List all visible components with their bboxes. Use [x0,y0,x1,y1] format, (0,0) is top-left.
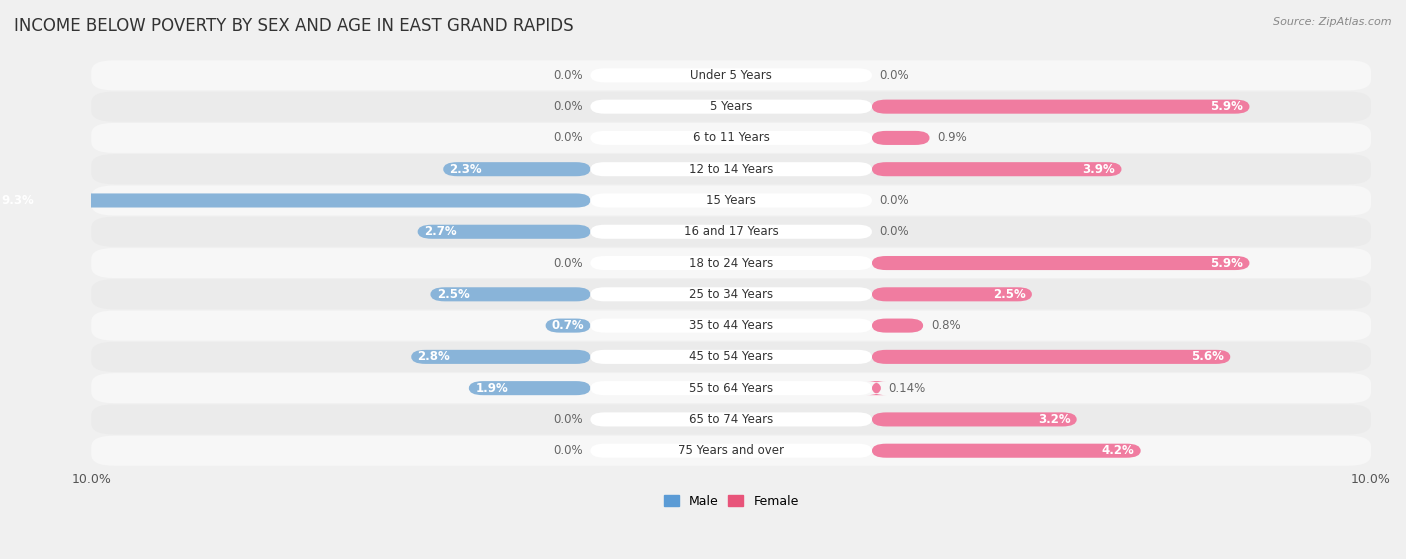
FancyBboxPatch shape [91,280,1371,309]
FancyBboxPatch shape [591,225,872,239]
FancyBboxPatch shape [91,186,1371,215]
Text: 18 to 24 Years: 18 to 24 Years [689,257,773,269]
Text: 75 Years and over: 75 Years and over [678,444,785,457]
Text: 0.0%: 0.0% [553,257,582,269]
Text: 5.9%: 5.9% [1211,257,1243,269]
FancyBboxPatch shape [430,287,591,301]
FancyBboxPatch shape [872,350,1230,364]
FancyBboxPatch shape [91,154,1371,184]
Text: 4.2%: 4.2% [1101,444,1135,457]
Text: 0.0%: 0.0% [553,131,582,144]
Text: 2.8%: 2.8% [418,350,450,363]
Text: 1.9%: 1.9% [475,382,508,395]
Text: 9.3%: 9.3% [1,194,34,207]
FancyBboxPatch shape [91,248,1371,278]
Text: 15 Years: 15 Years [706,194,756,207]
Text: 0.8%: 0.8% [931,319,960,332]
FancyBboxPatch shape [91,435,1371,466]
Text: 0.0%: 0.0% [553,100,582,113]
FancyBboxPatch shape [418,225,591,239]
FancyBboxPatch shape [591,162,872,176]
FancyBboxPatch shape [872,413,1077,427]
Text: 0.0%: 0.0% [553,69,582,82]
FancyBboxPatch shape [872,444,1140,458]
Text: 2.5%: 2.5% [993,288,1025,301]
FancyBboxPatch shape [872,287,1032,301]
FancyBboxPatch shape [872,131,929,145]
FancyBboxPatch shape [91,60,1371,91]
FancyBboxPatch shape [872,256,1250,270]
FancyBboxPatch shape [91,217,1371,247]
FancyBboxPatch shape [591,193,872,207]
Text: 2.3%: 2.3% [450,163,482,176]
Text: INCOME BELOW POVERTY BY SEX AND AGE IN EAST GRAND RAPIDS: INCOME BELOW POVERTY BY SEX AND AGE IN E… [14,17,574,35]
Text: 2.7%: 2.7% [425,225,457,238]
Text: 3.2%: 3.2% [1038,413,1070,426]
FancyBboxPatch shape [591,350,872,364]
Text: 6 to 11 Years: 6 to 11 Years [693,131,769,144]
FancyBboxPatch shape [91,342,1371,372]
Legend: Male, Female: Male, Female [658,490,804,513]
Text: 5 Years: 5 Years [710,100,752,113]
Text: Source: ZipAtlas.com: Source: ZipAtlas.com [1274,17,1392,27]
Text: 5.9%: 5.9% [1211,100,1243,113]
Text: 25 to 34 Years: 25 to 34 Years [689,288,773,301]
FancyBboxPatch shape [91,311,1371,340]
Text: 3.9%: 3.9% [1083,163,1115,176]
FancyBboxPatch shape [591,131,872,145]
Text: 0.14%: 0.14% [889,382,925,395]
FancyBboxPatch shape [591,381,872,395]
Text: 0.9%: 0.9% [938,131,967,144]
FancyBboxPatch shape [591,287,872,301]
FancyBboxPatch shape [591,413,872,427]
FancyBboxPatch shape [872,162,1122,176]
Text: 0.0%: 0.0% [880,69,910,82]
FancyBboxPatch shape [591,444,872,458]
Text: Under 5 Years: Under 5 Years [690,69,772,82]
Text: 55 to 64 Years: 55 to 64 Years [689,382,773,395]
Text: 0.0%: 0.0% [880,194,910,207]
Text: 12 to 14 Years: 12 to 14 Years [689,163,773,176]
Text: 45 to 54 Years: 45 to 54 Years [689,350,773,363]
FancyBboxPatch shape [91,123,1371,153]
Text: 65 to 74 Years: 65 to 74 Years [689,413,773,426]
Text: 2.5%: 2.5% [437,288,470,301]
Text: 0.0%: 0.0% [553,413,582,426]
FancyBboxPatch shape [0,193,591,207]
Text: 0.0%: 0.0% [553,444,582,457]
Text: 0.7%: 0.7% [553,319,585,332]
FancyBboxPatch shape [591,68,872,82]
Text: 35 to 44 Years: 35 to 44 Years [689,319,773,332]
FancyBboxPatch shape [546,319,591,333]
FancyBboxPatch shape [443,162,591,176]
FancyBboxPatch shape [91,404,1371,434]
FancyBboxPatch shape [91,373,1371,403]
FancyBboxPatch shape [468,381,591,395]
FancyBboxPatch shape [91,92,1371,122]
Text: 0.0%: 0.0% [880,225,910,238]
Text: 5.6%: 5.6% [1191,350,1223,363]
FancyBboxPatch shape [866,381,886,395]
FancyBboxPatch shape [591,319,872,333]
FancyBboxPatch shape [872,319,924,333]
FancyBboxPatch shape [411,350,591,364]
Text: 16 and 17 Years: 16 and 17 Years [683,225,779,238]
FancyBboxPatch shape [591,100,872,113]
FancyBboxPatch shape [872,100,1250,113]
FancyBboxPatch shape [591,256,872,270]
